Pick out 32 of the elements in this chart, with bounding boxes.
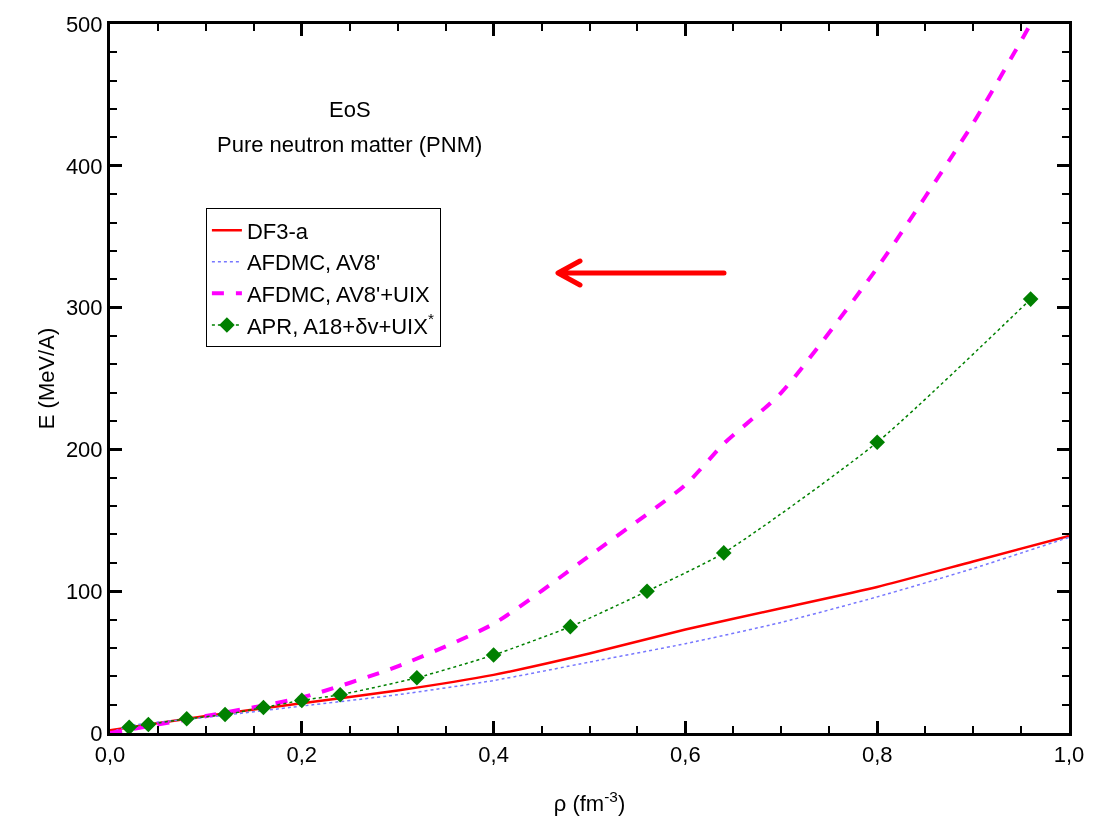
y-tick-label: 100 [65,578,103,604]
point [715,545,732,561]
x-tick-label: 1,0 [1053,742,1085,768]
legend-label: DF3-a [246,218,309,244]
point [294,692,310,709]
point [409,669,425,686]
point [178,711,195,727]
point [1022,291,1039,307]
legend-label: APR, A18+δv+UIX$^{*}$ [246,310,434,339]
y-tick-label: 300 [65,295,103,321]
point [140,716,157,733]
y-tick-label: 400 [65,153,103,179]
point [217,706,233,723]
legend-label: AFDMC, AV8'+UIX [246,281,431,307]
point [562,618,579,635]
point [869,434,885,451]
x-tick-label: 0,8 [861,742,893,768]
point [485,647,502,663]
y-tick-label: 500 [65,11,103,37]
y-axis-title: E (MeV/A) [34,327,59,430]
x-tick-label: 0,4 [478,742,509,768]
x-tick-label: 0,6 [670,742,701,768]
x-axis-title: ρ (fm$^{-3}$) [553,787,626,816]
annotation: Pure neutron matter (PNM) [217,132,483,157]
y-tick-label: 200 [65,437,103,463]
legend-label: AFDMC, AV8' [246,250,381,276]
point [332,686,348,703]
point [255,699,272,716]
x-tick-label: 0,2 [286,742,318,768]
annotation: EoS [329,97,371,122]
line-series [110,24,1033,733]
point [639,583,655,599]
